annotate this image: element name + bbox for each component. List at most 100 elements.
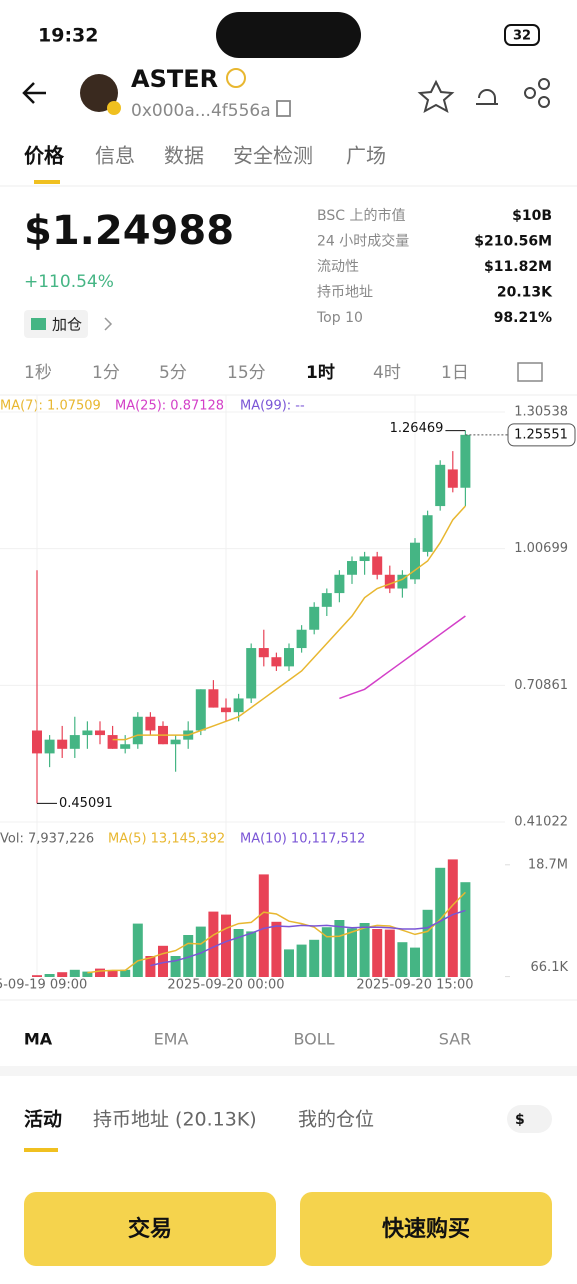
activity-tab[interactable]: 活动 [24,1108,62,1131]
interval[interactable]: 1时 [306,363,335,383]
back-button[interactable] [22,82,46,104]
interval[interactable]: 1分 [92,363,120,383]
volume-label: Vol: 7,937,226 [0,832,94,847]
volume-bar [422,909,433,977]
volume-bar [208,911,219,977]
interval[interactable]: 4时 [373,363,401,383]
volume-bar [460,882,471,977]
volume-bar [221,914,231,977]
favorite-icon[interactable] [417,79,455,114]
candle-body [221,707,231,713]
candle-body [447,469,458,488]
indicator-tab[interactable]: MA [24,1030,53,1049]
candle-body [44,739,55,754]
chain-badge [107,101,121,115]
separator [0,1066,577,1076]
tab[interactable]: 数据 [164,144,204,168]
stat-label: BSC 上的市值 [317,207,405,224]
candle-body [372,556,383,575]
candle-body [82,730,93,736]
candle-body [435,464,446,507]
add-position-button[interactable] [24,310,88,338]
y-tick-label: 1.30538 [514,405,568,420]
token-address: 0x000a...4f556a [131,101,271,121]
volume-bar [296,944,307,977]
volume-ma5-line [87,891,466,974]
candle-body [233,698,244,713]
volume-bar [334,920,345,977]
y-tick-label: 0.41022 [514,815,568,830]
tab[interactable]: 价格 [24,144,65,168]
y-tick-label: 1.00699 [514,541,568,556]
quick-buy-button[interactable] [300,1192,552,1266]
quick-buy-button-label: 快速购买 [382,1216,470,1242]
add-position-icon [31,318,46,330]
stat-value: 98.21% [494,310,552,326]
status-time: 19:32 [38,25,98,47]
chart-settings-icon[interactable] [517,362,543,382]
volume-bar [69,969,80,977]
volume-bar [95,968,105,977]
tab[interactable]: 安全检测 [233,144,313,168]
volume-bar [258,874,269,977]
volume-bar [435,867,446,977]
volume-bar [359,923,370,977]
candle-body [107,735,118,749]
stat-value: $10B [512,208,552,224]
alert-icon[interactable] [476,89,498,105]
volume-bar [32,975,42,977]
candle-body [397,574,408,589]
candle-body [460,434,471,488]
y-tick-label: 0.70861 [514,678,568,693]
candle-body [195,689,206,731]
interval[interactable]: 1日 [441,363,469,383]
volume-bar [321,927,332,977]
x-tick-label: 25-09-19 09:00 [0,978,87,993]
interval[interactable]: 5分 [159,363,187,383]
candle-body [284,648,294,667]
candle-body [95,730,105,736]
candle-body [32,730,42,754]
candle-body [347,561,357,575]
candle-body [384,574,395,589]
activity-tab[interactable]: 我的仓位 [298,1109,374,1131]
candle-body [422,515,433,552]
trade-button[interactable] [24,1192,276,1266]
candle-body [321,593,332,607]
ma-label: MA(25): 0.87128 [115,399,224,414]
interval[interactable]: 15分 [227,363,266,383]
volume-bar [57,972,68,977]
activity-tab[interactable]: 持币地址 (20.13K) [93,1109,257,1131]
indicator-tab[interactable]: SAR [439,1030,472,1049]
indicator-tab[interactable]: EMA [154,1030,189,1049]
candle-body [246,648,257,699]
tab[interactable]: 广场 [346,144,386,168]
volume-bar [44,974,55,977]
candle-body [170,739,181,745]
volume-bar [170,956,181,977]
candle-body [258,648,269,658]
x-tick-label: 2025-09-20 00:00 [167,978,284,993]
interval[interactable]: 1秒 [24,363,52,383]
candle-body [57,739,68,749]
currency-toggle[interactable] [507,1105,552,1133]
copy-icon[interactable] [276,100,291,117]
tab[interactable]: 信息 [95,144,135,168]
volume-bar [233,929,244,977]
candle-body [132,716,143,745]
tab-indicator [24,1148,58,1152]
volume-bar [120,969,131,977]
volume-bar [271,921,282,977]
last-price-box [507,423,576,447]
stat-label: 持币地址 [317,285,373,301]
volume-ma10-line [150,909,466,967]
share-icon[interactable] [524,78,550,108]
token-name: ASTER [131,65,218,93]
volume-bar [284,949,294,977]
volume-label: MA(10) 10,117,512 [240,832,365,847]
candle-body [309,606,320,630]
indicator-tab[interactable]: BOLL [293,1030,334,1049]
stat-label: 流动性 [317,259,359,275]
